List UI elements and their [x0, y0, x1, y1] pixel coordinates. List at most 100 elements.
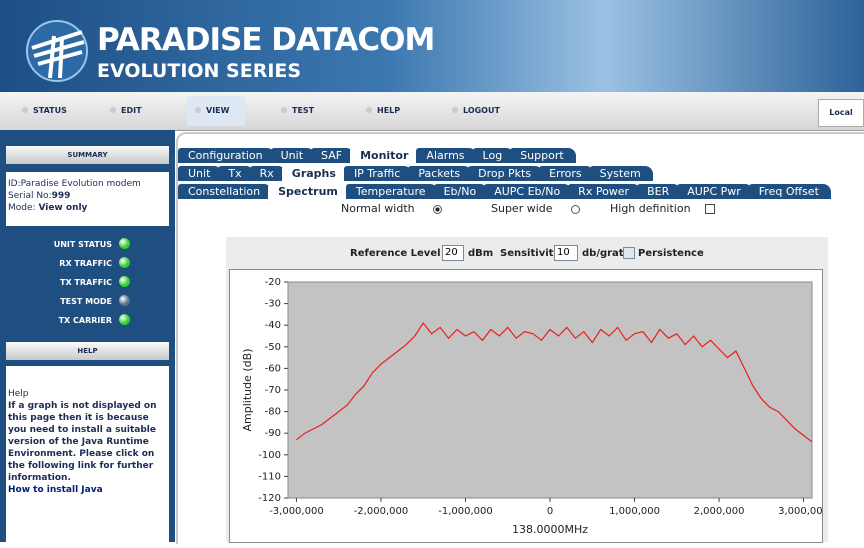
- persistence-checkbox[interactable]: [623, 247, 635, 259]
- tab[interactable]: Alarms: [416, 148, 477, 163]
- logo-icon: [26, 20, 88, 82]
- tab[interactable]: IP Traffic: [343, 166, 413, 181]
- tab[interactable]: SAF: [311, 148, 355, 163]
- x-axis-label: 138.0000MHz: [512, 523, 588, 536]
- tab[interactable]: Temperature: [345, 184, 438, 199]
- y-tick-label: -70: [265, 385, 281, 396]
- tab-row: Unit Tx Rx Graphs IP Traffic Packets Drop Pkts…: [178, 162, 653, 181]
- persistence-label: Persistence: [638, 248, 704, 259]
- tab[interactable]: BER: [637, 184, 682, 199]
- nav-bar: STATUS EDIT VIEW TEST HELP LOGOUT Local: [0, 92, 864, 131]
- indicator-label: UNIT STATUS: [53, 240, 112, 249]
- sens-label: Sensitivity: [500, 248, 560, 259]
- ref-label: Reference Level -: [350, 248, 449, 259]
- tab[interactable]: Tx: [218, 166, 254, 181]
- sidebar: SUMMARY ID:Paradise Evolution modem Seri…: [0, 130, 175, 548]
- tab[interactable]: System: [589, 166, 653, 181]
- help-box: Help If a graph is not displayed on this…: [6, 366, 169, 548]
- tab[interactable]: Support: [510, 148, 576, 163]
- sens-unit: db/grat: [582, 248, 624, 259]
- indicator-led: [119, 276, 130, 287]
- y-tick-label: -100: [258, 450, 281, 461]
- tab[interactable]: AUPC Pwr: [677, 184, 753, 199]
- tab[interactable]: Rx Power: [568, 184, 642, 199]
- y-axis-label: Amplitude (dB): [241, 349, 254, 432]
- option-label: Normal width: [341, 202, 415, 215]
- help-title: HELP: [6, 342, 169, 360]
- tab[interactable]: Freq Offset: [748, 184, 831, 199]
- summary-box: ID:Paradise Evolution modem Serial No:99…: [6, 172, 169, 226]
- tab[interactable]: Drop Pkts: [468, 166, 544, 181]
- x-tick-label: -3,000,000: [269, 506, 324, 517]
- option-label: High definition: [610, 202, 691, 215]
- tab[interactable]: Rx: [249, 166, 286, 181]
- option-label: Super wide: [491, 202, 553, 215]
- help-text: If a graph is not displayed on this page…: [8, 401, 157, 483]
- id: Paradise Evolution modem: [20, 179, 141, 189]
- nav-item[interactable]: TEST: [281, 106, 314, 115]
- x-tick-label: 3,000,000: [778, 506, 822, 517]
- tab[interactable]: Unit: [178, 166, 223, 181]
- y-tick-label: -40: [265, 320, 281, 331]
- y-tick-label: -20: [265, 277, 281, 288]
- tab[interactable]: Errors: [539, 166, 594, 181]
- radio[interactable]: [432, 205, 442, 214]
- y-tick-label: -110: [258, 471, 281, 482]
- serial: 999: [51, 191, 71, 201]
- tab-row: Configuration Unit SAF Monitor Alarms Log Supp…: [178, 144, 576, 163]
- nav-item[interactable]: LOGOUT: [452, 106, 500, 115]
- y-tick-label: -60: [265, 363, 281, 374]
- x-tick-label: 0: [547, 506, 553, 517]
- y-tick-label: -120: [258, 493, 281, 504]
- mode-label: Mode:: [8, 203, 36, 213]
- spectrum-line: [296, 321, 813, 443]
- nav-item[interactable]: VIEW: [195, 106, 229, 115]
- tab[interactable]: Log: [472, 148, 515, 163]
- indicator-led: [119, 295, 130, 306]
- x-tick-label: -2,000,000: [354, 506, 409, 517]
- tab[interactable]: Constellation: [178, 184, 273, 199]
- y-tick-label: -90: [265, 428, 281, 439]
- x-tick-label: 2,000,000: [694, 506, 745, 517]
- tab[interactable]: Graphs: [281, 166, 348, 181]
- y-tick-label: -50: [265, 342, 281, 353]
- sens-input[interactable]: 10: [554, 245, 578, 261]
- mode-button[interactable]: Local: [818, 99, 864, 127]
- indicator-label: RX TRAFFIC: [59, 259, 112, 268]
- tab[interactable]: Monitor: [350, 148, 421, 163]
- radio[interactable]: [570, 205, 580, 214]
- series-name: EVOLUTION SERIES: [97, 60, 302, 82]
- tab[interactable]: Packets: [408, 166, 473, 181]
- help-heading: Help: [8, 389, 29, 399]
- indicator-led: [119, 314, 130, 325]
- spectrum-chart: -120 -110 -100 -90 -80 -70 -60 -50 -40 -30 -20 -3,0…: [229, 269, 823, 543]
- id-label: ID:: [8, 179, 21, 189]
- indicator-led: [119, 238, 130, 249]
- tab[interactable]: AUPC Eb/No: [484, 184, 573, 199]
- tab[interactable]: Eb/No: [433, 184, 489, 199]
- indicator-label: TX CARRIER: [58, 316, 112, 325]
- summary-title: SUMMARY: [6, 146, 169, 164]
- brand: PARADISE DATACOM: [97, 22, 435, 58]
- ref-input[interactable]: 20: [442, 245, 464, 261]
- nav-item[interactable]: EDIT: [110, 106, 142, 115]
- indicator-label: TX TRAFFIC: [60, 278, 112, 287]
- tab[interactable]: Configuration: [178, 148, 275, 163]
- x-tick-label: 1,000,000: [609, 506, 660, 517]
- java-link[interactable]: How to install Java: [8, 485, 103, 495]
- y-tick-label: -80: [265, 407, 281, 418]
- checkbox[interactable]: [704, 204, 715, 214]
- tab[interactable]: Unit: [270, 148, 316, 163]
- indicator-label: TEST MODE: [60, 297, 112, 306]
- banner: PARADISE DATACOM EVOLUTION SERIES: [0, 0, 864, 92]
- mode: View only: [38, 203, 88, 213]
- x-tick-label: -1,000,000: [438, 506, 493, 517]
- nav-item[interactable]: HELP: [366, 106, 400, 115]
- nav-item[interactable]: STATUS: [22, 106, 67, 115]
- tab-row: Constellation Spectrum Temperature Eb/No AUP…: [178, 180, 831, 199]
- plot-area: [287, 281, 813, 499]
- y-tick-label: -30: [265, 299, 281, 310]
- serial-label: Serial No:: [8, 191, 52, 201]
- tab[interactable]: Spectrum: [268, 184, 350, 199]
